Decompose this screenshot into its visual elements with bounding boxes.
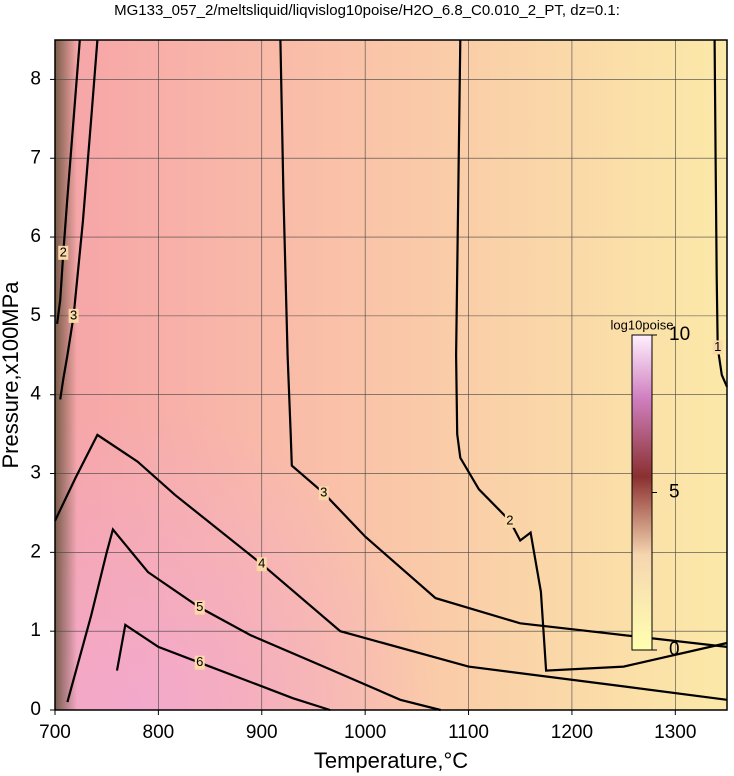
colorbar xyxy=(631,334,653,651)
contour-line xyxy=(56,39,81,324)
x-tick-label: 1200 xyxy=(551,722,593,743)
y-tick-label: 5 xyxy=(30,305,41,326)
contour-label-bg xyxy=(256,557,267,572)
contour-label: 2 xyxy=(60,244,67,259)
contour-label-bg xyxy=(68,308,79,323)
contour-label: 3 xyxy=(320,485,327,500)
contour-label: 5 xyxy=(196,599,203,614)
x-tick-label: 900 xyxy=(246,722,278,743)
plot-frame xyxy=(54,39,728,711)
edge-shade xyxy=(55,40,77,710)
contour-label: 3 xyxy=(70,307,77,322)
x-tick-label: 800 xyxy=(143,722,175,743)
contour-label-bg xyxy=(712,340,723,355)
contour-label: 4 xyxy=(258,556,265,571)
plot-area xyxy=(54,40,727,711)
y-tick-label: 0 xyxy=(30,699,41,720)
contour-label: 1 xyxy=(714,339,721,354)
y-tick-label: 7 xyxy=(30,147,41,168)
contour-label-bg xyxy=(194,655,205,670)
colorbar-tick-label: 0 xyxy=(669,639,680,660)
x-tick-label: 1100 xyxy=(448,722,489,743)
y-axis-label: Pressure,x100MPa xyxy=(0,281,23,469)
contour-line xyxy=(54,433,728,701)
contour-label-bg xyxy=(504,513,515,528)
y-tick-label: 2 xyxy=(30,541,41,562)
y-tick-label: 1 xyxy=(30,620,41,641)
y-tick-label: 8 xyxy=(30,68,41,89)
y-tick-label: 6 xyxy=(30,226,41,247)
background-shade xyxy=(55,40,727,710)
x-tick-label: 1300 xyxy=(654,722,696,743)
x-axis-label: Temperature,°C xyxy=(314,748,468,773)
contour-label-bg xyxy=(58,245,69,260)
colorbar-tick-label: 5 xyxy=(669,482,680,503)
colorbar-label: log10poise xyxy=(611,317,674,332)
contour-line xyxy=(66,527,441,712)
colorbar-tick-label: 10 xyxy=(669,324,690,345)
y-tick-label: 4 xyxy=(30,384,41,405)
contour-line xyxy=(713,39,729,388)
contour-label-bg xyxy=(318,486,329,501)
contour-label: 6 xyxy=(196,654,203,669)
contour-label: 2 xyxy=(506,512,513,527)
chart-title: MG133_057_2/meltsliquid/liqvislog10poise… xyxy=(114,2,620,19)
y-tick-label: 3 xyxy=(30,463,41,484)
x-tick-label: 700 xyxy=(39,722,71,743)
x-tick-label: 1000 xyxy=(344,722,386,743)
contour-label-bg xyxy=(194,600,205,615)
